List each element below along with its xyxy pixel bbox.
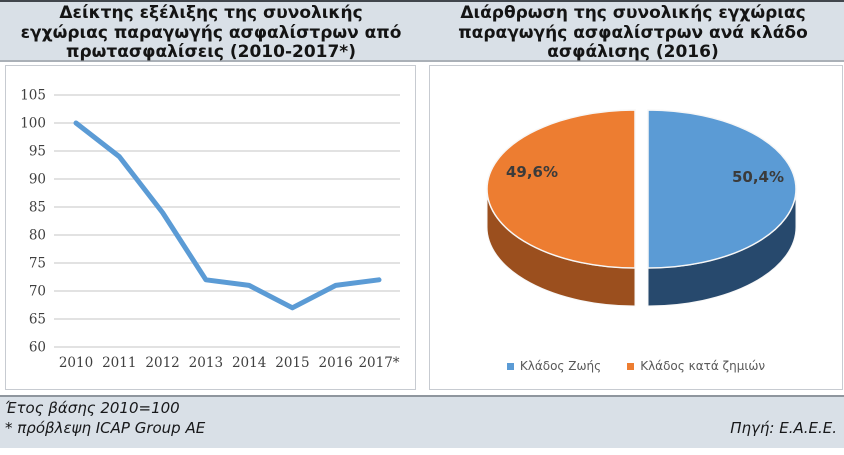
title-strip: Δείκτης εξέλιξης της συνολικής εγχώριας … xyxy=(0,0,844,62)
x-tick-label: 2011 xyxy=(102,355,136,371)
pie-chart-panel: 49,6% 50,4% Κλάδος Ζωής Κλάδος κατά ζημι… xyxy=(429,65,843,390)
footer: Έτος βάσης 2010=100 * πρόβλεψη ICAP Grou… xyxy=(0,395,844,448)
x-tick-label: 2016 xyxy=(319,355,353,371)
charts-row: 105 100 95 90 85 80 75 70 65 60 2010 2011 2012 2013 20… xyxy=(0,62,844,395)
line-series xyxy=(73,120,382,311)
y-tick-label: 100 xyxy=(20,116,46,132)
pie-slice-nonlife-top xyxy=(486,109,636,269)
x-tick-label: 2017* xyxy=(358,355,399,371)
pie-chart-title: Διάρθρωση της συνολικής εγχώριας παραγωγ… xyxy=(458,3,808,62)
y-tick-label: 85 xyxy=(29,200,46,216)
y-tick-label: 105 xyxy=(20,88,46,104)
x-tick-label: 2014 xyxy=(232,355,266,371)
x-tick-label: 2013 xyxy=(189,355,223,371)
footer-note-base-year: Έτος βάσης 2010=100 xyxy=(5,399,180,417)
legend-swatch-life-icon xyxy=(506,362,514,370)
line-chart-panel: 105 100 95 90 85 80 75 70 65 60 2010 2011 2012 2013 20… xyxy=(5,65,416,390)
legend-item-life: Κλάδος Ζωής xyxy=(506,359,602,373)
y-tick-label: 65 xyxy=(29,312,46,328)
y-tick-label: 70 xyxy=(29,284,46,300)
y-tick-label: 60 xyxy=(29,340,46,356)
pie-chart-svg: 49,6% 50,4% xyxy=(486,109,797,307)
footer-notes: Έτος βάσης 2010=100 * πρόβλεψη ICAP Grou… xyxy=(5,398,205,438)
legend-swatch-nonlife-icon xyxy=(627,362,635,370)
pie-legend: Κλάδος Ζωής Κλάδος κατά ζημιών xyxy=(430,359,842,373)
legend-item-nonlife: Κλάδος κατά ζημιών xyxy=(627,359,765,373)
line-chart-svg: 105 100 95 90 85 80 75 70 65 60 2010 2011 2012 2013 20… xyxy=(20,88,400,371)
footer-note-forecast: * πρόβλεψη ICAP Group AE xyxy=(5,419,206,437)
y-tick-label: 75 xyxy=(29,256,46,272)
y-tick-label: 80 xyxy=(29,228,46,244)
x-tick-label: 2015 xyxy=(275,355,309,371)
x-tick-label: 2010 xyxy=(59,355,93,371)
pie-label-nonlife: 49,6% xyxy=(506,163,558,181)
pie-label-life: 50,4% xyxy=(732,168,784,186)
y-tick-label: 95 xyxy=(29,144,46,160)
y-tick-label: 90 xyxy=(29,172,46,188)
footer-source: Πηγή: Ε.Α.Ε.Ε. xyxy=(730,419,837,437)
x-tick-label: 2012 xyxy=(145,355,179,371)
line-chart-title: Δείκτης εξέλιξης της συνολικής εγχώριας … xyxy=(20,3,402,62)
legend-label-nonlife: Κλάδος κατά ζημιών xyxy=(640,359,766,373)
legend-label-life: Κλάδος Ζωής xyxy=(519,359,602,373)
pie-slice-life-top xyxy=(647,109,797,269)
